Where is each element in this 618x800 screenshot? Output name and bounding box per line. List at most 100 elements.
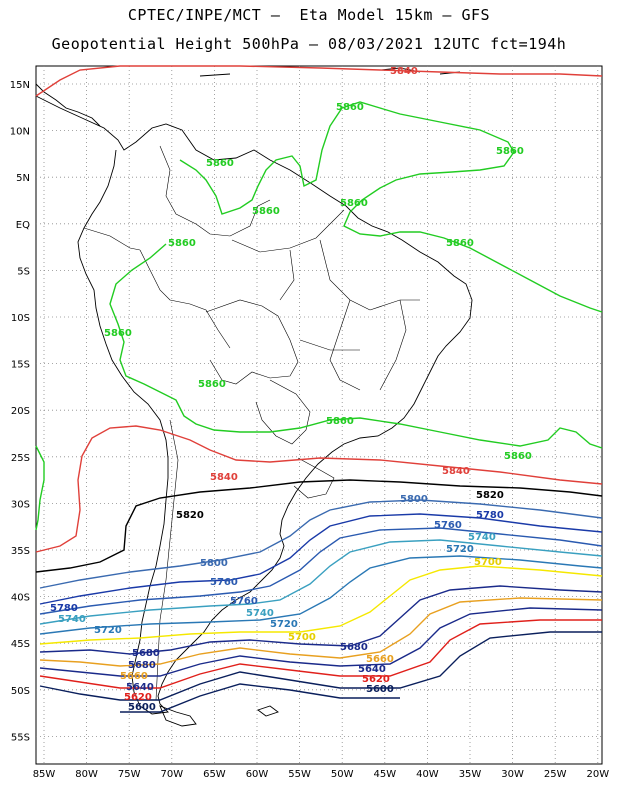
- lat-tick-label: 25S: [11, 453, 30, 464]
- contour-5800: [39, 499, 603, 589]
- lat-tick-label: 5S: [17, 266, 30, 277]
- label-5860: 5860: [326, 416, 354, 427]
- label-5820: 5820: [176, 510, 204, 521]
- contour-5720: [39, 555, 603, 635]
- border-bolivia: [205, 299, 299, 385]
- graticule: [36, 66, 602, 764]
- border-brazil-north: [231, 209, 345, 253]
- lat-tick-label: 50S: [11, 686, 30, 697]
- lon-tick-label: 20W: [586, 769, 609, 780]
- label-5700: 5700: [288, 632, 316, 643]
- label-5760: 5760: [230, 596, 258, 607]
- contour-labels: 5840 5860 5860 5860 5860 5860 5860 5860 …: [50, 66, 532, 713]
- label-5620: 5620: [124, 692, 152, 703]
- lon-tick-label: 40W: [416, 769, 439, 780]
- lon-tick-label: 50W: [331, 769, 354, 780]
- label-5840-top: 5840: [390, 66, 418, 77]
- lat-tick-label: 45S: [11, 639, 30, 650]
- map-frame: [35, 65, 603, 765]
- label-5860: 5860: [496, 146, 524, 157]
- lon-tick-label: 45W: [373, 769, 396, 780]
- label-5640: 5640: [358, 664, 386, 675]
- contour-5840: [35, 425, 603, 553]
- border-paraguay: [255, 379, 311, 445]
- contour-5760: [39, 527, 603, 615]
- lat-tick-label: 15S: [11, 360, 30, 371]
- label-5840: 5840: [210, 472, 238, 483]
- central-america-coast: [35, 83, 101, 127]
- contour-5820: [35, 479, 603, 573]
- label-5760: 5760: [210, 577, 238, 588]
- contour-lines: [35, 65, 603, 713]
- contour-5600: [39, 631, 602, 701]
- label-5720: 5720: [94, 625, 122, 636]
- label-5860: 5860: [252, 206, 280, 217]
- lon-tick-label: 70W: [160, 769, 183, 780]
- lat-tick-label: 5N: [16, 173, 30, 184]
- lon-tick-label: 85W: [33, 769, 56, 780]
- label-5600: 5600: [128, 702, 156, 713]
- label-5860: 5860: [340, 198, 368, 209]
- label-5780: 5780: [50, 603, 78, 614]
- chart-title-line2: Geopotential Height 500hPa – 08/03/2021 …: [51, 35, 567, 53]
- contour-5860-north: [179, 101, 603, 313]
- label-5680: 5680: [128, 660, 156, 671]
- border-ecuador: [83, 227, 141, 251]
- label-5780: 5780: [476, 510, 504, 521]
- border-peru-brazil: [139, 249, 231, 349]
- label-5660: 5660: [120, 671, 148, 682]
- lat-tick-label: 10S: [11, 313, 30, 324]
- contour-5740: [39, 539, 603, 625]
- tierra-del-fuego: [159, 705, 197, 727]
- lat-tick-label: 35S: [11, 546, 30, 557]
- label-5680: 5680: [132, 648, 160, 659]
- lat-tick-label: 15N: [10, 80, 30, 91]
- contour-5840-north: [35, 65, 603, 97]
- south-america-coast: [35, 95, 473, 715]
- contour-5580: [120, 683, 400, 713]
- label-5800: 5800: [400, 494, 428, 505]
- lon-tick-label: 75W: [118, 769, 141, 780]
- lat-tick-label: 30S: [11, 499, 30, 510]
- contour-5640: [39, 607, 603, 677]
- lon-tick-label: 55W: [288, 769, 311, 780]
- label-5860: 5860: [206, 158, 234, 169]
- falklands: [257, 705, 279, 717]
- label-5740: 5740: [58, 614, 86, 625]
- label-5720: 5720: [270, 619, 298, 630]
- longitude-labels: 85W 80W 75W 70W 65W 60W 55W 50W 45W 40W 35W 30W 25W 2…: [33, 769, 610, 780]
- label-5860: 5860: [104, 328, 132, 339]
- latitude-labels: 15N 10N 5N EQ 5S 10S 15S 20S 25S 30S 35S 40S 45S 50S 5…: [10, 80, 30, 743]
- label-5840: 5840: [442, 466, 470, 477]
- lat-tick-label: 40S: [11, 593, 30, 604]
- contour-5700: [39, 565, 603, 645]
- contour-5680: [39, 585, 603, 655]
- lon-tick-label: 30W: [501, 769, 524, 780]
- border-uruguay: [293, 457, 335, 499]
- lat-tick-label: 10N: [10, 127, 30, 138]
- label-5720: 5720: [446, 544, 474, 555]
- label-5600: 5600: [366, 684, 394, 695]
- lon-tick-label: 60W: [246, 769, 269, 780]
- lon-tick-label: 25W: [544, 769, 567, 780]
- border-argentina-chile: [155, 419, 179, 701]
- lon-tick-label: 65W: [203, 769, 226, 780]
- chart-title-line1: CPTEC/INPE/MCT – Eta Model 15km – GFS: [127, 6, 491, 24]
- lat-tick-label: 20S: [11, 406, 30, 417]
- label-5860: 5860: [198, 379, 226, 390]
- label-5700: 5700: [474, 557, 502, 568]
- contour-5860-west: [109, 243, 603, 449]
- label-5620: 5620: [362, 674, 390, 685]
- border-colombia-venezuela: [159, 145, 271, 237]
- label-5860: 5860: [168, 238, 196, 249]
- contour-5780: [39, 513, 603, 605]
- label-5680: 5680: [340, 642, 368, 653]
- label-5860: 5860: [446, 238, 474, 249]
- lon-tick-label: 35W: [459, 769, 482, 780]
- label-5740: 5740: [246, 608, 274, 619]
- lat-tick-label: 55S: [11, 732, 30, 743]
- label-5820: 5820: [476, 490, 504, 501]
- contour-5620: [39, 619, 602, 689]
- label-5660: 5660: [366, 654, 394, 665]
